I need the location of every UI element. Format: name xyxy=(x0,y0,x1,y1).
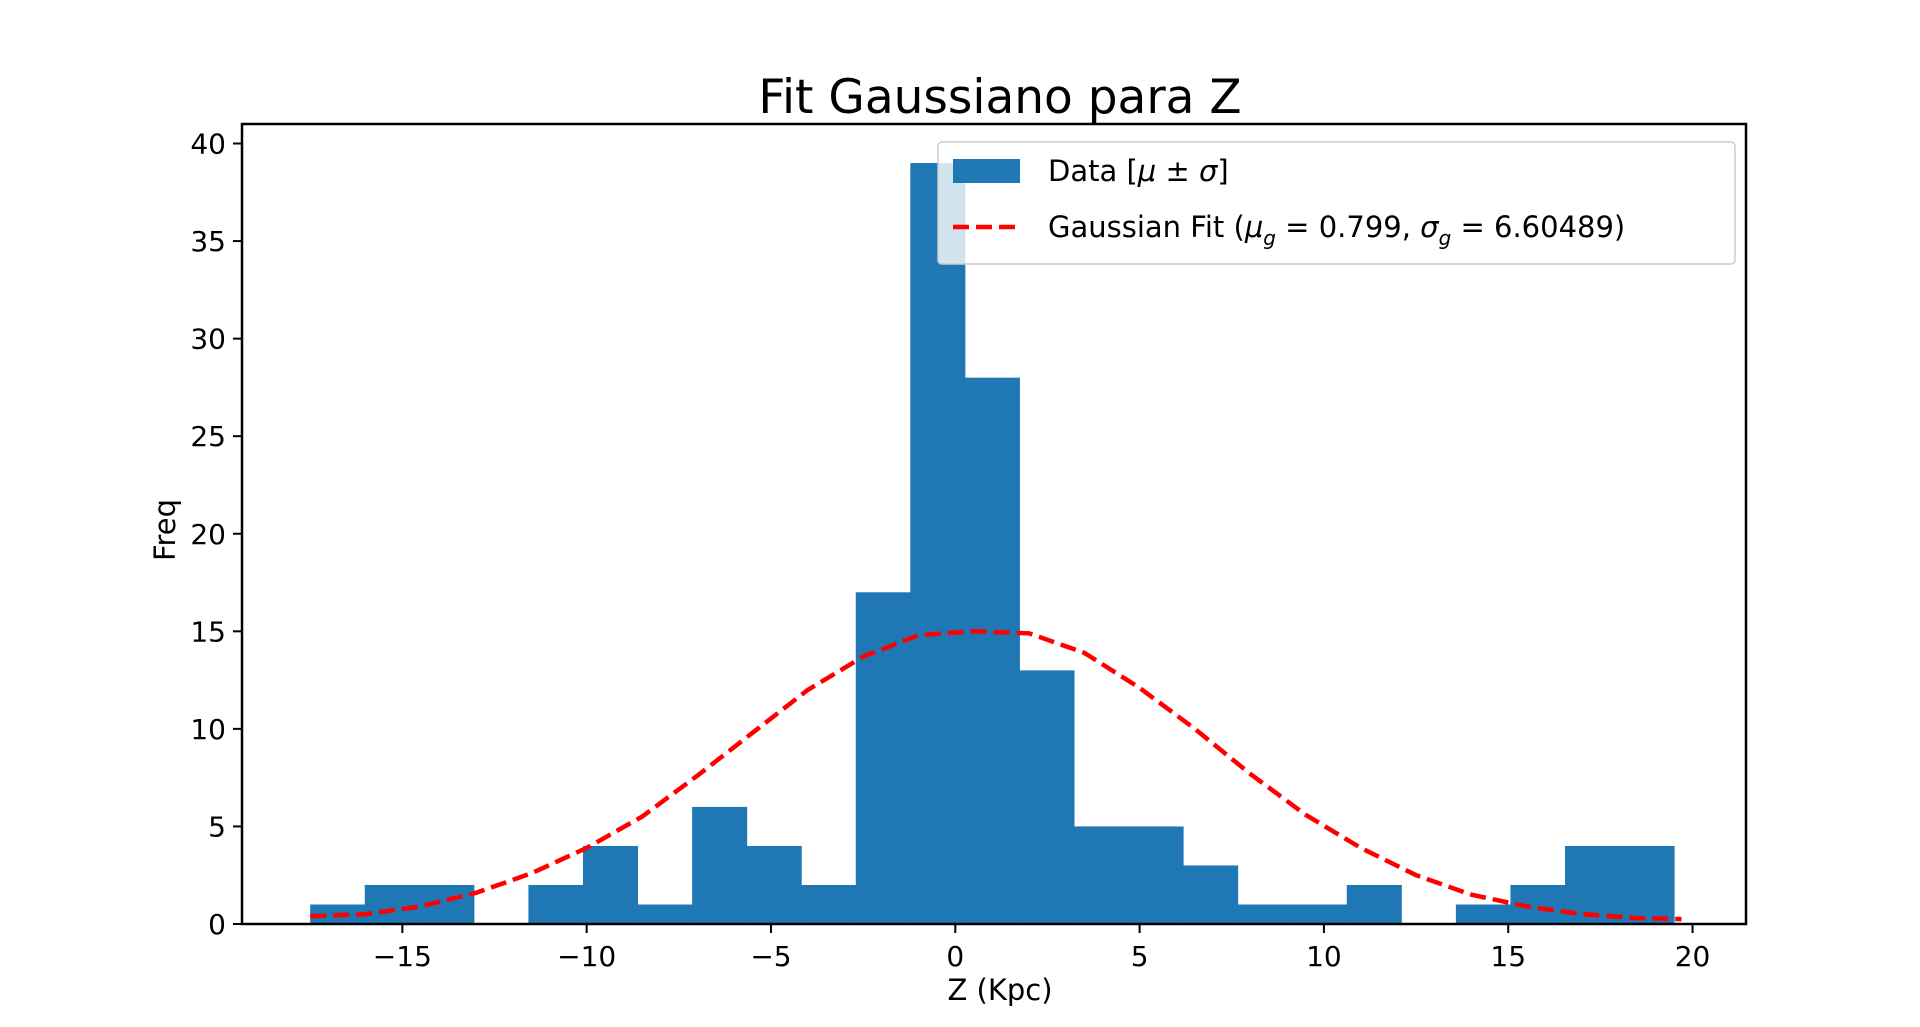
x-tick-label: −5 xyxy=(750,940,791,973)
y-axis-label: Freq xyxy=(148,499,182,561)
y-tick-label: 30 xyxy=(190,323,226,356)
plot-frame xyxy=(240,122,1748,926)
histogram-bar xyxy=(637,904,693,924)
legend-fit-label: Gaussian Fit (μg = 0.799, σg = 6.60489) xyxy=(1048,210,1625,250)
x-tick-label: 10 xyxy=(1306,940,1342,973)
y-tick-label: 10 xyxy=(190,713,226,746)
histogram-bar xyxy=(1237,904,1293,924)
histogram-bar xyxy=(964,377,1020,924)
y-tick-label: 25 xyxy=(190,420,226,453)
x-tick-label: 5 xyxy=(1131,940,1149,973)
y-tick-label: 35 xyxy=(190,225,226,258)
x-tick-label: 15 xyxy=(1490,940,1526,973)
legend: Data [μ ± σ] Gaussian Fit (μg = 0.799, σ… xyxy=(937,141,1736,265)
histogram-bar xyxy=(364,884,420,924)
y-tick-label: 40 xyxy=(190,128,226,161)
y-tick-label: 20 xyxy=(190,518,226,551)
histogram-bar xyxy=(528,884,584,924)
histogram-bar xyxy=(1346,884,1402,924)
histogram-bar xyxy=(910,163,966,924)
histogram-bars xyxy=(310,163,1675,924)
x-axis-ticks: −15 −10 −5 0 5 10 15 20 xyxy=(373,924,1711,973)
gaussian-fit-line xyxy=(310,629,1682,922)
histogram-bar xyxy=(1128,826,1184,924)
histogram-bar xyxy=(801,884,857,924)
histogram-bar xyxy=(1455,904,1511,924)
x-tick-label: −10 xyxy=(557,940,616,973)
x-tick-label: 0 xyxy=(946,940,964,973)
y-tick-label: 0 xyxy=(208,908,226,941)
histogram-bar xyxy=(582,845,639,924)
histogram-bar xyxy=(1292,904,1348,924)
histogram-bar xyxy=(746,845,802,924)
histogram-bar xyxy=(1073,826,1130,924)
histogram-bar xyxy=(1183,865,1239,924)
legend-data-label: Data [μ ± σ] xyxy=(1048,154,1229,188)
x-tick-label: −15 xyxy=(373,940,432,973)
histogram-bar xyxy=(1619,845,1675,924)
y-axis-ticks: 0 5 10 15 20 25 30 35 40 xyxy=(190,128,242,941)
y-tick-label: 15 xyxy=(190,615,226,648)
legend-data-swatch xyxy=(953,159,1020,183)
x-tick-label: 20 xyxy=(1675,940,1711,973)
y-tick-label: 5 xyxy=(208,810,226,843)
histogram-bar xyxy=(1019,670,1075,924)
chart-title: Fit Gaussiano para Z xyxy=(758,70,1241,125)
histogram-bar xyxy=(692,806,748,924)
x-axis-label: Z (Kpc) xyxy=(947,973,1052,1007)
histogram-bar xyxy=(855,592,911,924)
legend-box xyxy=(937,141,1736,265)
